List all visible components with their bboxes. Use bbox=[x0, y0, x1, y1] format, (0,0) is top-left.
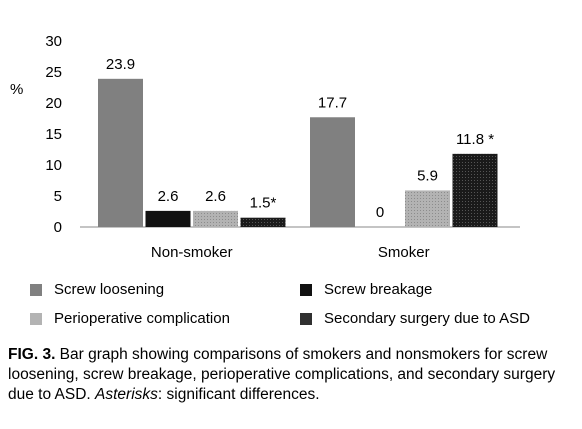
y-tick-label: 20 bbox=[45, 95, 62, 112]
y-tick-label: 5 bbox=[54, 188, 62, 205]
data-label: 17.7 bbox=[318, 94, 347, 111]
legend-swatch bbox=[300, 283, 312, 296]
data-label: 5.9 bbox=[417, 167, 438, 184]
bar-chart: % 0 5 10 15 20 25 30 23.9 2.6 2.6 1.5* 17.7 0 5.9 11.… bbox=[10, 33, 520, 261]
legend-label: Screw loosening bbox=[54, 281, 165, 298]
legend-label: Perioperative complication bbox=[54, 310, 230, 327]
bar bbox=[145, 210, 191, 227]
caption-text: Bar graph showing comparisons of smokers… bbox=[8, 346, 556, 403]
y-tick-label: 10 bbox=[45, 157, 62, 174]
bar bbox=[240, 217, 286, 227]
data-label: 2.6 bbox=[158, 188, 179, 205]
data-label: 11.8 * bbox=[456, 131, 494, 148]
legend-swatch bbox=[30, 283, 42, 296]
legend-item: Perioperative complication bbox=[30, 310, 230, 327]
category-label: Non-smoker bbox=[151, 244, 233, 261]
bar bbox=[452, 153, 498, 227]
legend-label: Secondary surgery due to ASD bbox=[324, 310, 530, 327]
bar bbox=[193, 210, 238, 227]
bar bbox=[310, 117, 355, 227]
legend-label: Screw breakage bbox=[324, 281, 433, 298]
y-tick-label: 0 bbox=[54, 219, 62, 236]
data-label: 2.6 bbox=[205, 188, 226, 205]
data-label: 1.5* bbox=[250, 195, 277, 212]
legend-item: Secondary surgery due to ASD bbox=[300, 310, 530, 327]
bar bbox=[98, 78, 143, 227]
bar bbox=[405, 190, 450, 227]
caption-text-end: : significant differences. bbox=[157, 386, 320, 403]
caption-italic: Asterisks bbox=[95, 386, 158, 403]
y-tick-label: 15 bbox=[45, 126, 62, 143]
category-label: Smoker bbox=[378, 244, 430, 261]
caption-label: FIG. 3. bbox=[8, 346, 56, 363]
data-label: 23.9 bbox=[106, 56, 135, 73]
legend-item: Screw breakage bbox=[300, 281, 432, 298]
legend-item: Screw loosening bbox=[30, 281, 164, 298]
y-tick-label: 30 bbox=[45, 33, 62, 50]
y-tick-label: 25 bbox=[45, 64, 62, 81]
figure-caption: FIG. 3. Bar graph showing comparisons of… bbox=[8, 345, 568, 405]
y-axis-label: % bbox=[10, 81, 23, 98]
legend-swatch bbox=[30, 312, 42, 325]
legend-swatch bbox=[300, 312, 312, 325]
data-label: 0 bbox=[376, 204, 384, 221]
